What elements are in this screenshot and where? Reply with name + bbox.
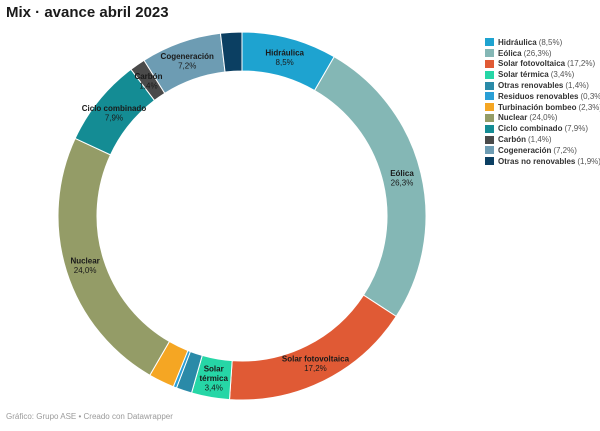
legend-swatch [485,124,494,133]
slice-label-ciclo-combinado: Ciclo combinado 7,9% [82,104,147,123]
legend-label: Otras no renovables [498,156,576,166]
slice-labels: Hidráulica 8,5% Eólica 26,3% Solar fotovolta… [70,48,414,392]
legend-value: (24,0%) [529,113,558,123]
legend-swatch [485,49,494,58]
legend-item-turbinacion-bombeo: Turbinación bombeo (2,3%) [485,102,600,113]
chart-title: Mix · avance abril 2023 [6,4,169,21]
chart-legend: Hidráulica (8,5%) Eólica (26,3%) Solar fotov… [485,37,600,167]
legend-item-nuclear: Nuclear (24,0%) [485,113,600,124]
legend-label: Turbinación bombeo [498,102,577,112]
donut-slices [57,31,427,401]
legend-swatch [485,146,494,155]
slice-solar-fotovoltaica [228,294,397,401]
legend-swatch [485,92,494,101]
legend-value: (7,9%) [564,124,589,134]
legend-item-eolica: Eólica (26,3%) [485,48,600,59]
legend-value: (17,2%) [567,59,596,69]
legend-item-otras-no-renovables: Otras no renovables (1,9%) [485,156,600,167]
slice-label-hidraulica: Hidráulica 8,5% [265,48,304,67]
legend-value: (26,3%) [523,48,552,58]
legend-item-carbon: Carbón (1,4%) [485,134,600,145]
legend-label: Carbón [498,135,526,145]
slice-label-cogeneracion: Cogeneración 7,2% [161,52,214,71]
legend-item-ciclo-combinado: Ciclo combinado (7,9%) [485,123,600,134]
legend-swatch [485,157,494,166]
legend-label: Hidráulica [498,37,537,47]
slice-label-carbon: Carbón 1,4% [134,72,162,91]
legend-value: (3,4%) [550,70,575,80]
legend-value: (7,2%) [553,145,577,155]
legend-label: Solar fotovoltaica [498,59,566,69]
legend-value: (2,3%) [578,102,600,112]
slice-otras-no-renovables [219,31,243,73]
legend-swatch [485,81,494,90]
legend-item-solar-fotovoltaica: Solar fotovoltaica (17,2%) [485,59,600,70]
slice-label-solar-termica: Solar térmica 3,4% [199,365,228,393]
legend-item-otras-renovables: Otras renovables (1,4%) [485,80,600,91]
legend-swatch [485,70,494,79]
legend-item-residuos-renovables: Residuos renovables(0,3%) [485,91,600,102]
legend-value: (1,9%) [577,156,600,166]
legend-label: Otras renovables [498,81,564,91]
slice-label-nuclear: Nuclear 24,0% [70,257,99,276]
legend-swatch [485,135,494,144]
chart-credit: Gráfico: Grupo ASE • Creado con Datawrap… [6,412,173,421]
legend-swatch [485,59,494,68]
legend-label: Eólica [498,48,522,58]
legend-value: (0,3%) [580,91,600,101]
legend-item-solar-termica: Solar térmica (3,4%) [485,69,600,80]
slice-label-eolica: Eólica 26,3% [390,169,414,188]
legend-swatch [485,113,494,122]
slice-label-solar-fotovoltaica: Solar fotovoltaica 17,2% [282,354,350,373]
legend-label: Ciclo combinado [498,124,563,134]
legend-swatch [485,103,494,112]
legend-label: Cogeneración [498,145,552,155]
legend-label: Nuclear [498,113,528,123]
legend-label: Residuos renovables [498,91,579,101]
legend-value: (8,5%) [538,37,563,47]
legend-item-hidraulica: Hidráulica (8,5%) [485,37,600,48]
legend-item-cogeneracion: Cogeneración (7,2%) [485,145,600,156]
legend-value: (1,4%) [528,135,552,145]
legend-value: (1,4%) [565,81,589,91]
legend-label: Solar térmica [498,70,549,80]
legend-swatch [485,38,494,47]
